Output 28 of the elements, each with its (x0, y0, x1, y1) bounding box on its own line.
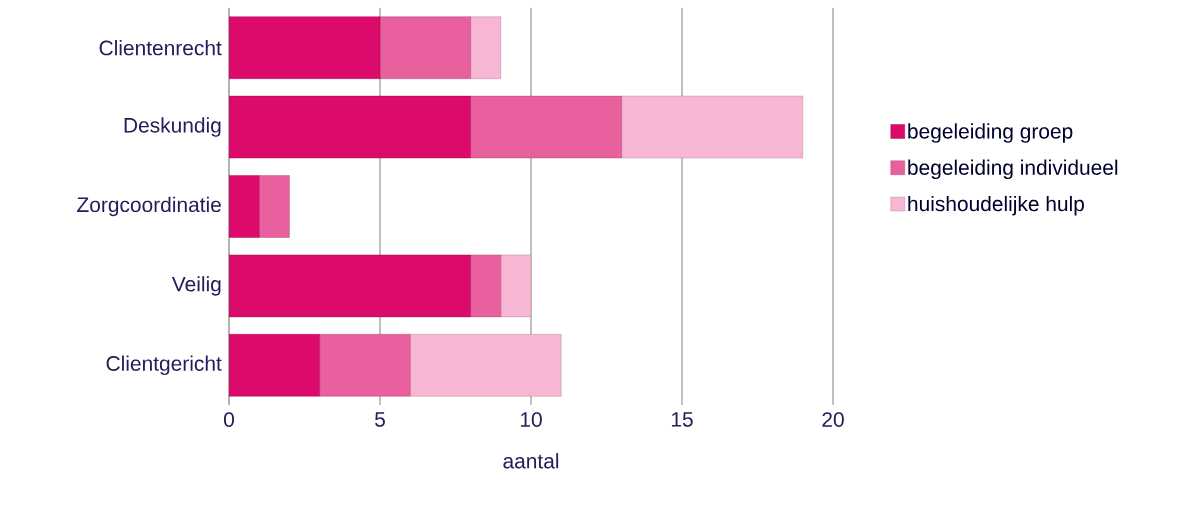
y-tick-label: Clientgericht (106, 355, 222, 376)
x-tick-label: 0 (224, 412, 234, 427)
bar (229, 254, 471, 318)
bar (229, 334, 320, 397)
bar (379, 16, 471, 79)
bar (621, 95, 804, 159)
y-tick-label: Zorgcoordinatie (77, 196, 221, 217)
bar (229, 95, 471, 159)
y-tick-label: Clientenrecht (99, 40, 222, 56)
x-tick-label: 15 (671, 412, 693, 427)
x-tick-label: 5 (375, 412, 385, 427)
y-tick-label: Deskundig (124, 117, 221, 137)
bar (259, 175, 290, 238)
bar (410, 334, 562, 397)
x-tick-label: 20 (822, 412, 844, 427)
legend-label: begeleiding groep (908, 123, 1073, 143)
bar (470, 254, 502, 318)
bar (229, 175, 260, 238)
bar (470, 16, 502, 79)
x-tick-label: 10 (520, 412, 542, 427)
legend-label: begeleiding individueel (908, 159, 1118, 180)
bar (500, 254, 532, 318)
legend-label: huishoudelijke hulp (908, 195, 1084, 216)
y-tick-label: Veilig (171, 276, 221, 296)
bar (470, 95, 622, 159)
bar (229, 16, 381, 79)
x-axis-title: aantal (503, 453, 559, 469)
bar (319, 334, 411, 397)
